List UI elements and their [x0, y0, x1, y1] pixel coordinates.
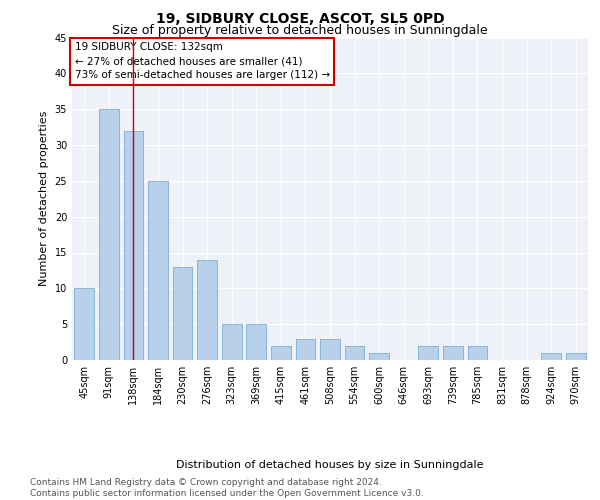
Bar [418, 346, 438, 360]
Bar [541, 353, 561, 360]
Text: 19, SIDBURY CLOSE, ASCOT, SL5 0PD: 19, SIDBURY CLOSE, ASCOT, SL5 0PD [155, 12, 445, 26]
Text: Contains HM Land Registry data © Crown copyright and database right 2024.
Contai: Contains HM Land Registry data © Crown c… [30, 478, 424, 498]
Bar [566, 353, 586, 360]
Bar [247, 324, 266, 360]
Text: 19 SIDBURY CLOSE: 132sqm
← 27% of detached houses are smaller (41)
73% of semi-d: 19 SIDBURY CLOSE: 132sqm ← 27% of detach… [74, 42, 330, 80]
Bar [345, 346, 364, 360]
Bar [443, 346, 463, 360]
Text: Size of property relative to detached houses in Sunningdale: Size of property relative to detached ho… [112, 24, 488, 37]
Bar [271, 346, 290, 360]
Bar [148, 181, 168, 360]
Bar [99, 109, 119, 360]
Bar [320, 338, 340, 360]
Bar [370, 353, 389, 360]
Bar [124, 130, 143, 360]
Y-axis label: Number of detached properties: Number of detached properties [39, 111, 49, 286]
Bar [222, 324, 242, 360]
Bar [173, 267, 193, 360]
Bar [467, 346, 487, 360]
Bar [296, 338, 315, 360]
X-axis label: Distribution of detached houses by size in Sunningdale: Distribution of detached houses by size … [176, 460, 484, 470]
Bar [197, 260, 217, 360]
Bar [74, 288, 94, 360]
